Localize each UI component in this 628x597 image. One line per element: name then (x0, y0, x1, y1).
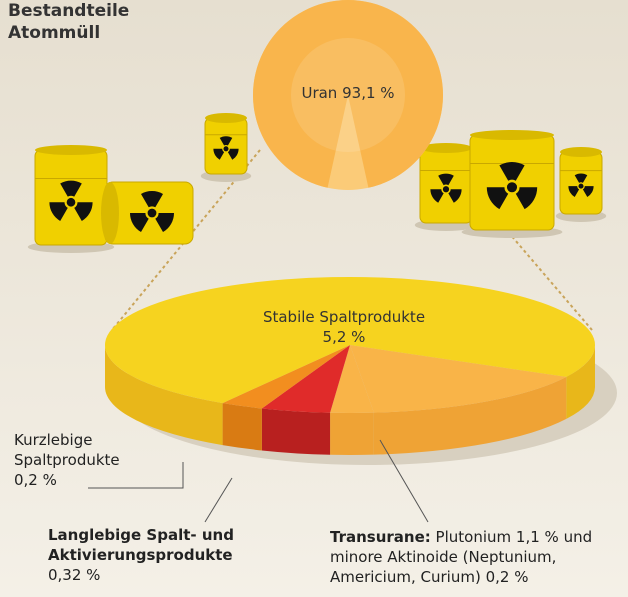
infographic: Bestandteile Atommüll Uran 93,1 % Stabil… (0, 0, 628, 597)
trefoil (67, 198, 76, 207)
category: Kurzlebige Spaltprodukte (14, 430, 124, 470)
barrel-top (205, 113, 247, 123)
barrel (556, 147, 606, 222)
leader-line (205, 478, 232, 522)
trefoil (578, 184, 583, 189)
slice-label: Langlebige Spalt- und Aktivierungsproduk… (48, 525, 298, 585)
category: Plutonium (436, 528, 512, 546)
value-label: 0,2 % (486, 568, 529, 586)
barrel (101, 182, 193, 244)
chart-title: Bestandteile Atommüll (8, 0, 138, 44)
slice-side (262, 408, 330, 454)
trefoil (223, 146, 228, 151)
value-label: 0,32 % (48, 566, 100, 584)
slice-side (330, 413, 374, 455)
slice-label: Transurane: Plutonium 1,1 % und minore A… (330, 527, 628, 587)
trefoil (507, 182, 517, 192)
slice-label: Stabile Spaltprodukte 5,2 % (258, 307, 430, 347)
joiner: und (564, 528, 593, 546)
barrel-body (35, 150, 107, 245)
barrel-body (205, 118, 247, 174)
barrel-top (35, 145, 107, 155)
barrel (415, 143, 477, 231)
barrel (462, 130, 563, 238)
trefoil (443, 186, 449, 192)
category: Uran (301, 84, 337, 102)
trefoil (148, 209, 157, 218)
value-label: 0,2 % (14, 471, 57, 489)
barrel (28, 145, 114, 253)
value-label: 93,1 % (342, 84, 394, 102)
barrel-top (560, 147, 602, 157)
slice-label: Uran 93,1 % (268, 83, 428, 103)
category: Stabile Spaltprodukte (263, 308, 425, 326)
category: Langlebige Spalt- und Aktivierungsproduk… (48, 525, 298, 565)
barrel (201, 113, 251, 182)
value-label: 1,1 % (516, 528, 559, 546)
barrel-end (101, 182, 119, 244)
value-label: 5,2 % (323, 328, 366, 346)
slice-side (223, 403, 262, 450)
group-label: Transurane: (330, 528, 431, 546)
barrel-body (560, 152, 602, 214)
barrel-top (470, 130, 554, 140)
barrel-body (420, 148, 472, 223)
